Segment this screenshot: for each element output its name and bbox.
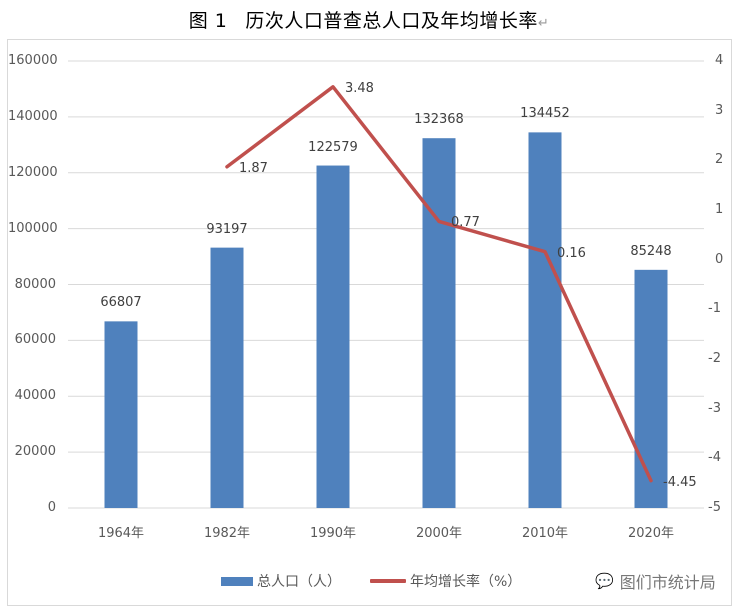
y-right-tick: -2 [708, 351, 721, 366]
y-left-tick: 120000 [8, 164, 58, 180]
watermark: 💬 图们市统计局 [595, 569, 716, 593]
bar[interactable] [634, 269, 668, 508]
x-tick: 1982年 [203, 526, 251, 541]
legend-item-growth-rate[interactable]: 年均增长率（%） [370, 571, 521, 591]
y-right-tick: 2 [715, 152, 724, 168]
watermark-text: 图们市统计局 [619, 573, 716, 592]
x-tick: 2010年 [521, 526, 569, 541]
legend-bar-swatch [221, 576, 253, 586]
y-left-tick: 0 [47, 500, 56, 515]
y-right-tick: -4 [708, 450, 721, 466]
bar-value-label: 134452 [520, 106, 570, 122]
y-left-tick: 20000 [14, 444, 56, 460]
line-value-label: 0.16 [557, 245, 586, 261]
wechat-icon: 💬 [595, 572, 614, 590]
bar[interactable] [316, 165, 350, 508]
bar[interactable] [210, 247, 244, 509]
y-left-tick: 60000 [14, 332, 56, 348]
y-left-tick: 40000 [14, 388, 56, 404]
y-right-tick: -3 [708, 400, 721, 416]
y-right-tick: 4 [715, 53, 724, 68]
bar-value-label: 66807 [100, 295, 142, 311]
bar-value-label: 132368 [414, 112, 464, 128]
bar-value-label: 122579 [308, 139, 358, 155]
y-left-tick: 140000 [8, 108, 58, 124]
y-left-tick: 80000 [14, 276, 56, 292]
y-right-tick: 0 [715, 251, 724, 267]
x-tick: 1964年 [97, 526, 145, 541]
x-tick: 2000年 [415, 526, 463, 541]
growth-rate-line[interactable] [225, 85, 653, 483]
bar-value-label: 93197 [206, 221, 248, 237]
y-left-tick: 100000 [8, 220, 58, 236]
line-value-label: 3.48 [345, 80, 374, 96]
y-right-tick: -1 [708, 301, 721, 317]
line-value-label: 1.87 [239, 160, 268, 176]
bar-value-label: 85248 [630, 243, 672, 259]
bar[interactable] [422, 138, 456, 508]
legend-line-swatch [370, 579, 406, 583]
y-left-tick: 160000 [8, 53, 58, 68]
bar[interactable] [528, 132, 562, 508]
legend-line-label: 年均增长率（%） [410, 574, 522, 590]
return-mark: ↵ [537, 16, 550, 31]
line-value-label: -4.45 [663, 474, 697, 490]
title-text: 历次人口普查总人口及年均增长率 [245, 10, 538, 32]
chart-title: 图 1 历次人口普查总人口及年均增长率↵ [0, 6, 738, 33]
y-right-tick: -5 [708, 500, 721, 515]
figure-number: 图 1 [188, 10, 228, 32]
bar[interactable] [104, 321, 138, 508]
legend-item-population[interactable]: 总人口（人） [221, 571, 341, 591]
legend-bar-label: 总人口（人） [257, 574, 341, 590]
y-right-tick: 1 [715, 202, 724, 217]
line-value-label: 0.77 [451, 215, 480, 231]
x-tick: 2020年 [627, 526, 675, 541]
y-right-tick: 3 [715, 102, 724, 118]
chart-frame [7, 39, 732, 606]
x-tick: 1990年 [309, 526, 357, 541]
